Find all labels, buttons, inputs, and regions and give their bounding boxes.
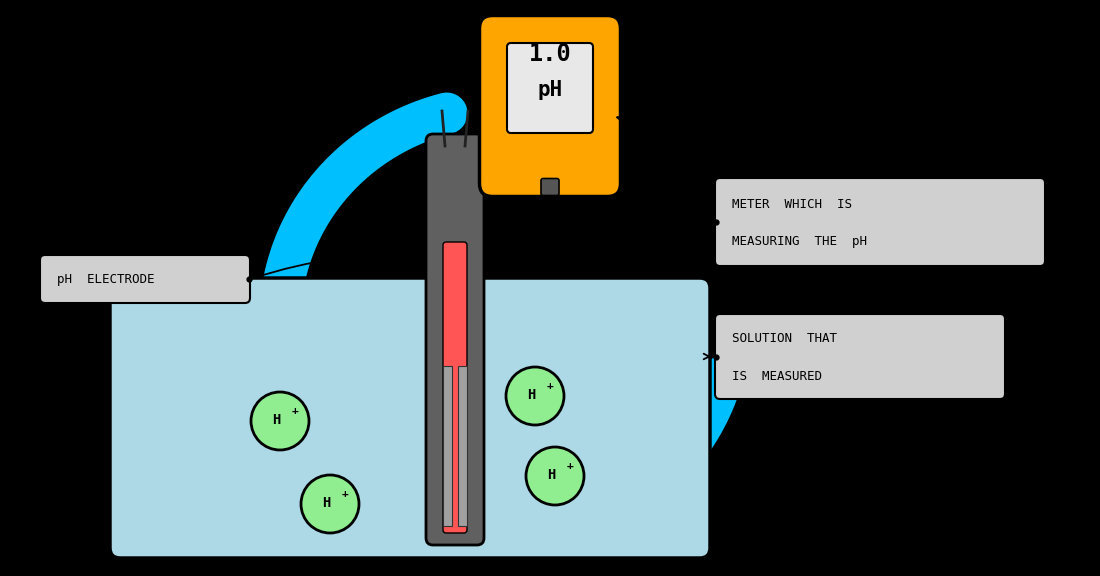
Text: H: H — [322, 496, 330, 510]
Text: METER  WHICH  IS: METER WHICH IS — [732, 198, 852, 210]
FancyBboxPatch shape — [715, 178, 1045, 266]
Text: MEASURING  THE  pH: MEASURING THE pH — [732, 234, 867, 248]
Text: H: H — [527, 388, 536, 402]
Text: +: + — [342, 489, 349, 499]
Text: +: + — [292, 406, 298, 416]
FancyBboxPatch shape — [40, 255, 250, 303]
Circle shape — [301, 475, 359, 533]
Text: SOLUTION  THAT: SOLUTION THAT — [732, 332, 837, 346]
Bar — [443, 366, 452, 526]
Text: +: + — [547, 381, 553, 391]
Text: H: H — [272, 413, 280, 427]
Text: 1.0: 1.0 — [529, 42, 571, 66]
Text: +: + — [566, 461, 573, 471]
Circle shape — [506, 367, 564, 425]
Circle shape — [526, 447, 584, 505]
Circle shape — [251, 392, 309, 450]
Bar — [458, 366, 466, 526]
FancyBboxPatch shape — [715, 314, 1005, 399]
FancyBboxPatch shape — [443, 242, 468, 533]
Text: pH  ELECTRODE: pH ELECTRODE — [57, 272, 154, 286]
FancyBboxPatch shape — [480, 16, 620, 196]
FancyBboxPatch shape — [110, 278, 710, 558]
FancyBboxPatch shape — [507, 43, 593, 133]
Text: IS  MEASURED: IS MEASURED — [732, 369, 822, 382]
FancyBboxPatch shape — [426, 134, 484, 545]
Text: H: H — [547, 468, 556, 482]
FancyBboxPatch shape — [541, 179, 559, 195]
Text: pH: pH — [538, 80, 562, 100]
